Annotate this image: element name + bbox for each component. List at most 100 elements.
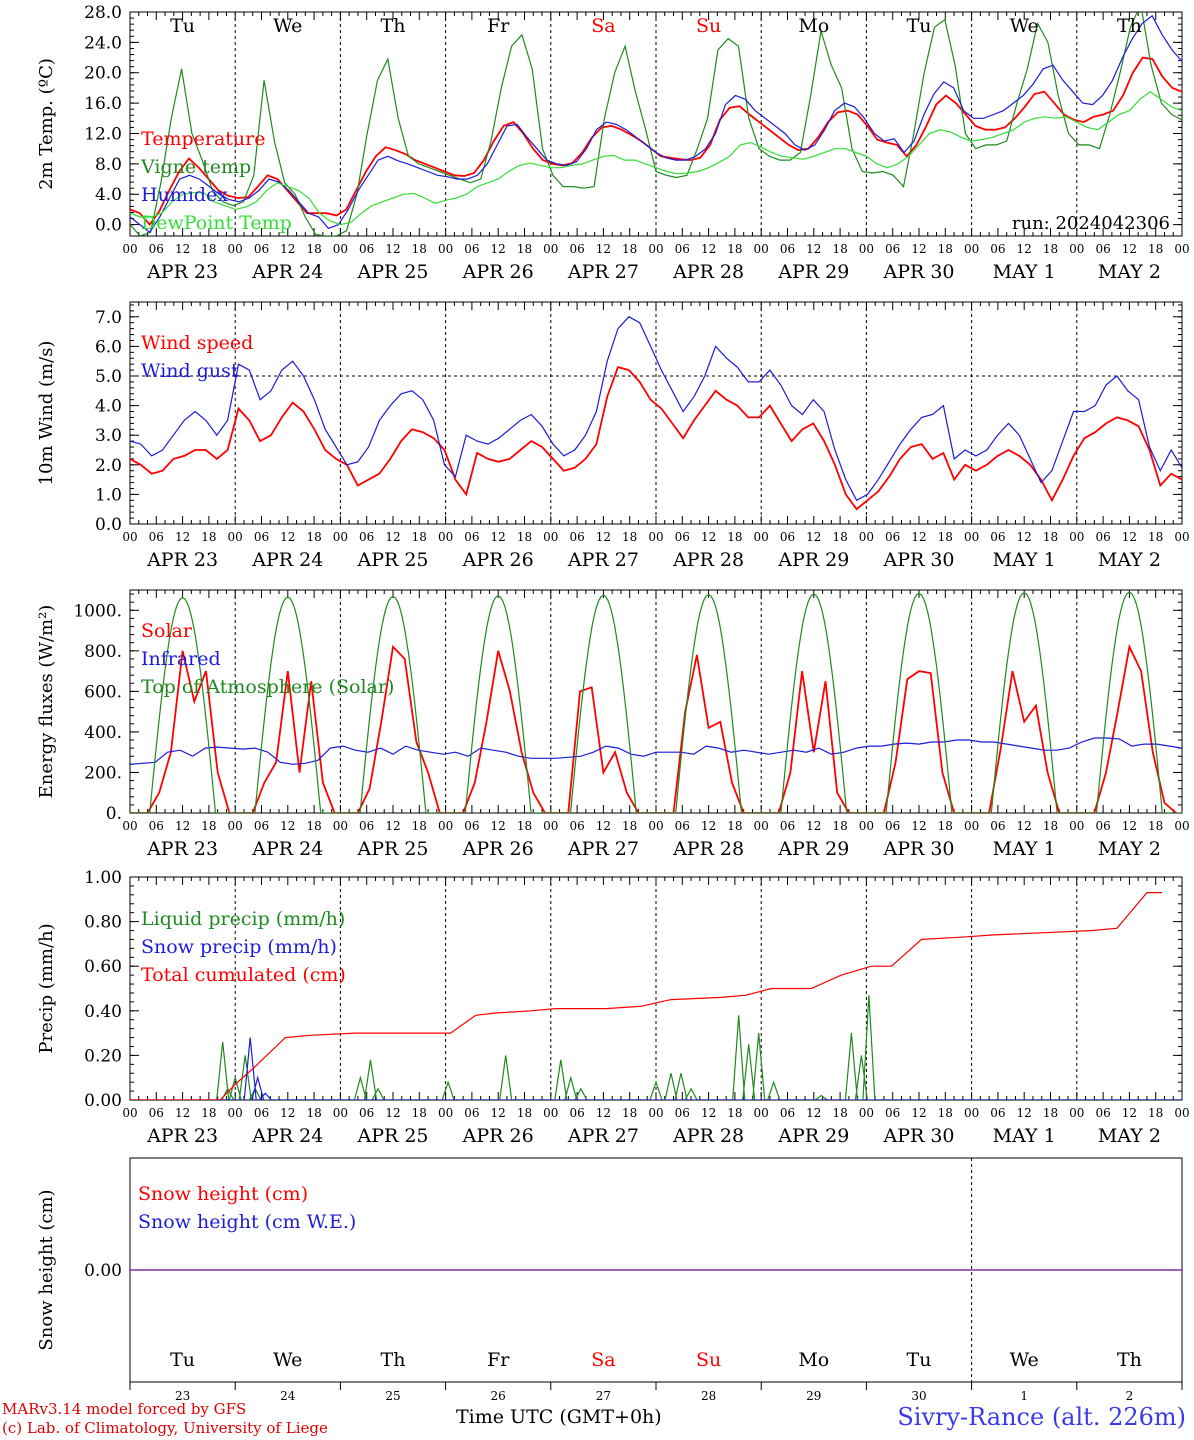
hour-tick-label: 06 (885, 242, 900, 256)
hour-tick-label: 06 (675, 242, 690, 256)
date-label: APR 26 (462, 1125, 534, 1147)
date-label: APR 30 (882, 838, 954, 860)
hour-tick-label: 06 (569, 242, 584, 256)
date-label: MAY 1 (993, 261, 1056, 283)
day-number-label: 30 (911, 1389, 926, 1403)
hour-tick-label: 18 (201, 530, 216, 544)
hour-tick-label: 00 (438, 819, 453, 833)
hour-tick-label: 12 (280, 242, 295, 256)
hour-tick-label: 06 (359, 1106, 374, 1120)
weekday-label: We (1010, 15, 1039, 37)
weekday-label: Su (696, 1349, 721, 1371)
date-label: MAY 2 (1098, 549, 1161, 571)
hour-tick-label: 00 (543, 1106, 558, 1120)
weekday-label: Fr (487, 15, 510, 37)
y-tick-label: 0.00 (84, 1091, 122, 1111)
date-label: APR 25 (356, 261, 428, 283)
hour-tick-label: 06 (1095, 530, 1110, 544)
hour-tick-label: 06 (149, 819, 164, 833)
hour-tick-label: 18 (1043, 242, 1058, 256)
hour-tick-label: 00 (122, 242, 137, 256)
weekday-label: We (273, 1349, 302, 1371)
hour-tick-label: 18 (306, 1106, 321, 1120)
hour-tick-label: 00 (1174, 242, 1189, 256)
date-label: MAY 2 (1098, 261, 1161, 283)
hour-tick-label: 12 (806, 819, 821, 833)
hour-tick-label: 00 (1069, 242, 1084, 256)
hour-tick-label: 00 (543, 819, 558, 833)
hour-tick-label: 18 (938, 819, 953, 833)
legend-entry: Snow height (cm) (138, 1183, 308, 1205)
hour-tick-label: 12 (385, 819, 400, 833)
legend-entry: Wind speed (141, 332, 253, 354)
series-line-liquid-precip-mm-h- (130, 995, 1182, 1100)
hour-tick-label: 18 (306, 242, 321, 256)
y-tick-label: 3.0 (95, 426, 122, 446)
hour-tick-label: 06 (359, 530, 374, 544)
hour-tick-label: 06 (990, 819, 1005, 833)
hour-tick-label: 18 (201, 1106, 216, 1120)
hour-tick-label: 18 (938, 242, 953, 256)
date-label: APR 27 (567, 1125, 639, 1147)
legend-entry: Temperature (141, 128, 265, 150)
hour-tick-label: 12 (1017, 242, 1032, 256)
hour-tick-label: 06 (1095, 242, 1110, 256)
day-number-label: 1 (1020, 1389, 1028, 1403)
hour-tick-label: 00 (333, 242, 348, 256)
hour-tick-label: 18 (412, 1106, 427, 1120)
hour-tick-label: 18 (201, 242, 216, 256)
hour-tick-label: 18 (832, 530, 847, 544)
hour-tick-label: 00 (754, 1106, 769, 1120)
hour-tick-label: 12 (596, 819, 611, 833)
date-label: APR 24 (251, 838, 323, 860)
hour-tick-label: 06 (780, 1106, 795, 1120)
hour-tick-label: 06 (569, 1106, 584, 1120)
hour-tick-label: 06 (990, 1106, 1005, 1120)
hour-tick-label: 12 (491, 242, 506, 256)
panel-frame (129, 11, 1183, 237)
legend-entry: Vigne temp (140, 156, 251, 178)
hour-tick-label: 00 (333, 530, 348, 544)
hour-tick-label: 06 (464, 819, 479, 833)
hour-tick-label: 18 (1043, 530, 1058, 544)
hour-tick-label: 18 (1148, 530, 1163, 544)
hour-tick-label: 18 (727, 1106, 742, 1120)
weekday-label: Tu (170, 1349, 195, 1371)
weekday-label: Mo (798, 1349, 829, 1371)
hour-tick-label: 00 (648, 530, 663, 544)
lab-credit: (c) Lab. of Climatology, University of L… (2, 1419, 328, 1437)
model-credit: MARv3.14 model forced by GFS (2, 1400, 247, 1418)
hour-tick-label: 06 (1095, 1106, 1110, 1120)
legend-entry: Total cumulated (cm) (141, 964, 346, 986)
hour-tick-label: 00 (964, 819, 979, 833)
date-label: APR 26 (462, 838, 534, 860)
hour-tick-label: 00 (964, 530, 979, 544)
hour-tick-label: 12 (1017, 530, 1032, 544)
hour-tick-label: 06 (569, 819, 584, 833)
hour-tick-label: 06 (359, 242, 374, 256)
weekday-label: Sa (591, 1349, 615, 1371)
hour-tick-label: 06 (464, 242, 479, 256)
hour-tick-label: 00 (228, 819, 243, 833)
hour-tick-label: 12 (491, 530, 506, 544)
date-label: APR 25 (356, 1125, 428, 1147)
date-label: APR 27 (567, 261, 639, 283)
weekday-label: Fr (487, 1349, 510, 1371)
hour-tick-label: 18 (622, 530, 637, 544)
date-label: APR 23 (146, 261, 218, 283)
hour-tick-label: 12 (1122, 530, 1137, 544)
hour-tick-label: 12 (1122, 819, 1137, 833)
date-label: APR 23 (146, 838, 218, 860)
y-tick-label: 600. (84, 682, 122, 702)
hour-tick-label: 12 (1122, 242, 1137, 256)
hour-tick-label: 06 (885, 530, 900, 544)
panel-3: 00 06 12 18 APR 23 00 06 12 18 APR 24 00 06 12 18 APR … (36, 589, 1190, 860)
hour-tick-label: 12 (385, 530, 400, 544)
date-label: APR 29 (777, 1125, 849, 1147)
hour-tick-label: 06 (464, 1106, 479, 1120)
legend-entry: Snow height (cm W.E.) (138, 1211, 356, 1233)
hour-tick-label: 18 (938, 1106, 953, 1120)
y-tick-label: 0.0 (95, 216, 122, 236)
series-group (130, 316, 1182, 511)
hour-tick-label: 18 (727, 819, 742, 833)
